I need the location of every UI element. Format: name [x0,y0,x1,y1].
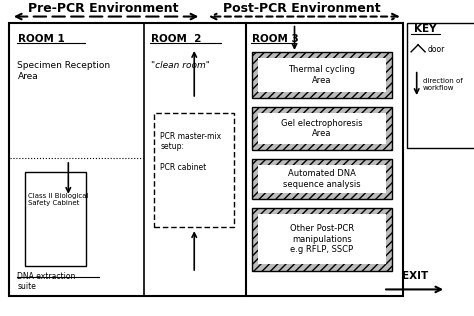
Text: Specimen Reception
Area: Specimen Reception Area [18,61,110,81]
Bar [252,52,392,98]
Bar [9,23,403,295]
Text: Class II Biological
Safety Cabinet: Class II Biological Safety Cabinet [28,193,88,206]
Text: ROOM 3: ROOM 3 [252,34,298,44]
Text: "clean room": "clean room" [151,61,210,70]
Bar [407,23,474,148]
Text: door: door [428,45,445,54]
Text: ROOM  2: ROOM 2 [151,34,201,44]
Text: PCR master-mix
setup:

PCR cabinet: PCR master-mix setup: PCR cabinet [160,132,221,172]
Bar [25,172,86,266]
Text: DNA extraction
suite: DNA extraction suite [18,272,76,291]
Text: Pre-PCR Environment: Pre-PCR Environment [28,2,179,15]
Text: KEY: KEY [414,24,437,34]
Text: direction of
workflow: direction of workflow [423,78,463,91]
Bar [252,159,392,199]
Bar [258,214,386,264]
Text: Gel electrophoresis
Area: Gel electrophoresis Area [281,119,363,138]
Bar [258,113,386,143]
Bar [258,58,386,92]
Text: ROOM 1: ROOM 1 [18,34,65,44]
Text: EXIT: EXIT [401,271,428,282]
Bar [154,113,234,227]
Text: Automated DNA
sequence analysis: Automated DNA sequence analysis [283,169,361,189]
Text: Thermal cycling
Area: Thermal cycling Area [289,65,356,85]
Text: Other Post-PCR
manipulations
e.g RFLP, SSCP: Other Post-PCR manipulations e.g RFLP, S… [290,224,354,254]
Text: Post-PCR Environment: Post-PCR Environment [223,2,380,15]
Bar [252,208,392,270]
Bar [252,107,392,150]
Bar [258,165,386,192]
